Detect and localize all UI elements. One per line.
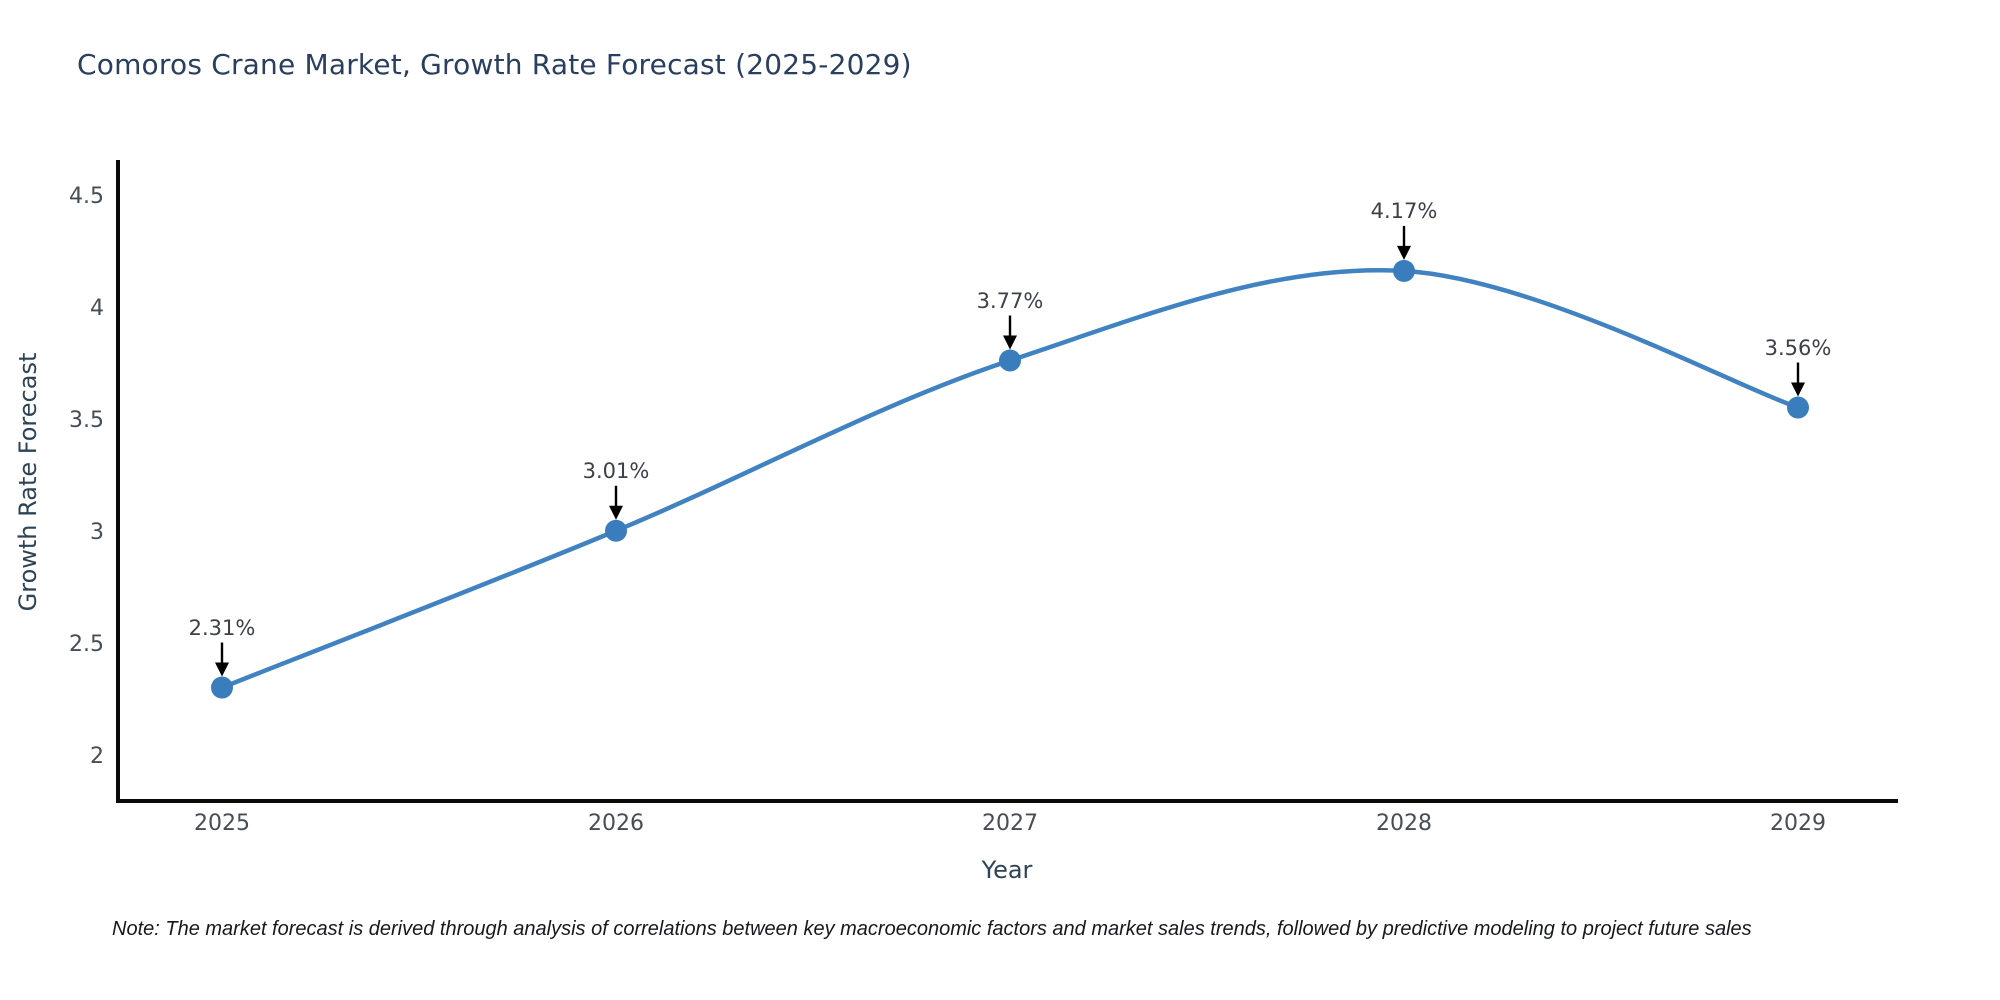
x-tick-label: 2028 bbox=[1376, 811, 1432, 836]
y-tick-label: 2.5 bbox=[69, 632, 104, 657]
data-point-marker bbox=[1787, 396, 1809, 419]
data-point-marker bbox=[999, 349, 1021, 372]
x-tick-label: 2027 bbox=[982, 811, 1038, 836]
y-tick-label: 4 bbox=[90, 296, 104, 321]
annotation-arrow-head bbox=[609, 505, 623, 520]
x-axis-title: Year bbox=[981, 856, 1033, 884]
data-point-annotation: 3.77% bbox=[976, 288, 1044, 313]
data-point-marker bbox=[605, 519, 627, 542]
y-axis-title: Growth Rate Forecast bbox=[14, 352, 42, 612]
data-point-marker bbox=[211, 676, 233, 699]
x-tick-label: 2025 bbox=[194, 811, 250, 836]
footnote: Note: The market forecast is derived thr… bbox=[112, 918, 1752, 940]
y-tick-label: 3.5 bbox=[69, 408, 104, 433]
y-tick-label: 3 bbox=[90, 520, 104, 545]
annotation-arrow-head bbox=[1003, 335, 1017, 350]
annotation-arrow-head bbox=[215, 662, 229, 677]
chart-title: Comoros Crane Market, Growth Rate Foreca… bbox=[77, 48, 912, 81]
y-tick-label: 2 bbox=[90, 744, 104, 769]
annotation-arrow-head bbox=[1791, 382, 1805, 397]
data-point-annotation: 3.56% bbox=[1764, 335, 1832, 360]
data-point-annotation: 4.17% bbox=[1370, 198, 1438, 223]
annotation-arrow-head bbox=[1397, 245, 1411, 260]
data-point-marker bbox=[1393, 259, 1415, 282]
x-tick-label: 2029 bbox=[1770, 811, 1826, 836]
x-tick-label: 2026 bbox=[588, 811, 644, 836]
data-point-annotation: 2.31% bbox=[188, 615, 256, 640]
y-tick-label: 4.5 bbox=[69, 184, 104, 209]
data-point-annotation: 3.01% bbox=[582, 458, 650, 483]
